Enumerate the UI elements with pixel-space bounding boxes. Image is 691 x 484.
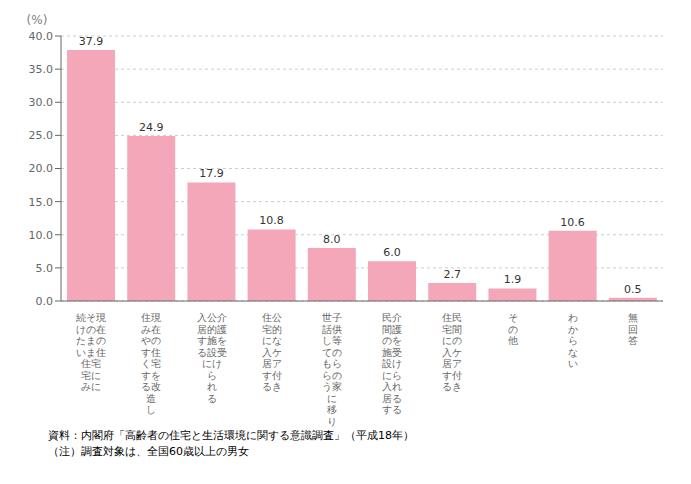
svg-text:世子話供し等てのもららのう家に移り: 世子話供し等てのもららのう家に移り [322, 312, 342, 427]
svg-text:30.0: 30.0 [29, 96, 54, 109]
svg-text:35.0: 35.0 [29, 63, 54, 76]
svg-text:0.0: 0.0 [36, 295, 54, 308]
svg-text:40.0: 40.0 [29, 30, 54, 43]
html-text:（注）調査対象は、全国60歳以上の男女: （注）調査対象は、全国60歳以上の男女 [48, 445, 249, 458]
svg-text:住現み在やのす住く宅すをる改造し: 住現み在やのす住く宅すをる改造し [141, 312, 161, 415]
svg-text:25.0: 25.0 [29, 129, 54, 142]
svg-text:無回答: 無回答 [628, 312, 638, 346]
svg-text:2.7: 2.7 [443, 268, 461, 281]
svg-text:37.9: 37.9 [79, 35, 104, 48]
svg-text:17.9: 17.9 [199, 167, 224, 180]
svg-text:住民宅間にの入ケ居アす付るき: 住民宅間にの入ケ居アす付るき [442, 312, 462, 392]
svg-text:8.0: 8.0 [323, 233, 341, 246]
svg-text:10.8: 10.8 [259, 214, 284, 227]
svg-text:1.9: 1.9 [504, 273, 522, 286]
svg-text:15.0: 15.0 [29, 196, 54, 209]
svg-text:民介間護のを施受設けにら入れ居るする: 民介間護のを施受設けにら入れ居るする [382, 312, 402, 415]
html-text:資料：内閣府「高齢者の住宅と生活環境に関する意識調査」（平成: 資料：内閣府「高齢者の住宅と生活環境に関する意識調査」（平成18年） [48, 429, 414, 442]
svg-text:住公宅的にな入ケ居アす付るき: 住公宅的にな入ケ居アす付るき [262, 312, 282, 392]
svg-text:10.6: 10.6 [560, 216, 585, 229]
svg-text:24.9: 24.9 [139, 121, 164, 134]
svg-text:その他: その他 [508, 312, 518, 346]
svg-text:入公介居的護す施をる設受にけられる: 入公介居的護す施をる設受にけられる [197, 312, 227, 404]
svg-text:5.0: 5.0 [36, 262, 54, 275]
svg-text:(%): (%) [27, 13, 48, 27]
svg-text:10.0: 10.0 [29, 229, 54, 242]
svg-text:わからない: わからない [568, 312, 578, 369]
svg-text:0.5: 0.5 [624, 283, 642, 296]
svg-text:続そ現けの在たまのいま住住宅宅にみに: 続そ現けの在たまのいま住住宅宅にみに [75, 312, 106, 392]
svg-text:20.0: 20.0 [29, 162, 54, 175]
svg-text:6.0: 6.0 [383, 246, 401, 259]
